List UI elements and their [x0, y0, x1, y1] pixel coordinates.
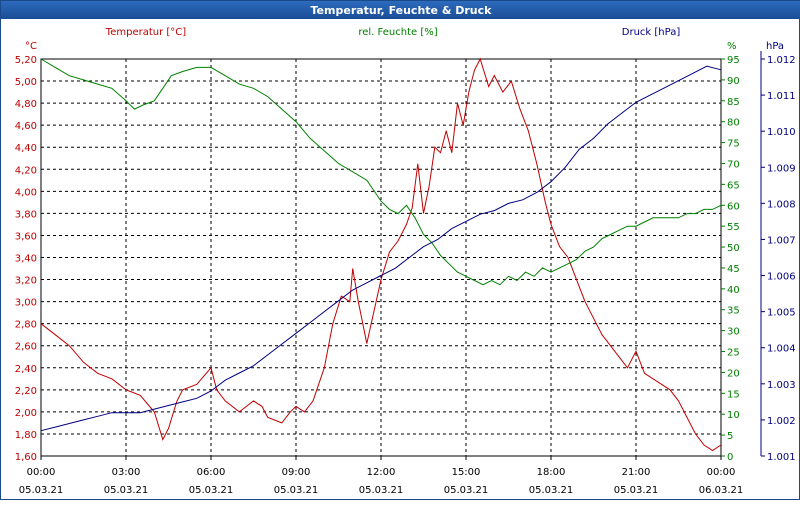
hum-tick-label: 80 — [727, 118, 740, 129]
title-bar — [1, 1, 800, 19]
x-tick-time: 00:00 — [27, 467, 56, 478]
temp-tick-label: 2,40 — [15, 364, 37, 375]
temp-tick-label: 5,20 — [15, 55, 37, 66]
temp-tick-label: 3,00 — [15, 298, 37, 309]
press-unit-label: hPa — [766, 41, 784, 52]
grid — [40, 58, 722, 457]
series-line-press — [40, 65, 722, 432]
press-tick-label: 1.002 — [767, 416, 796, 427]
temp-tick-label: 3,20 — [15, 276, 37, 287]
hum-tick-label: 30 — [727, 327, 740, 338]
x-tick-date: 05.03.21 — [104, 485, 149, 496]
x-tick-date: 05.03.21 — [19, 485, 64, 496]
x-tick-time: 06:00 — [197, 467, 226, 478]
hum-tick-label: 10 — [727, 410, 740, 421]
temp-tick-label: 1,60 — [15, 452, 37, 463]
temp-unit-label: °C — [25, 41, 37, 52]
temp-tick-label: 2,20 — [15, 386, 37, 397]
hum-tick-label: 35 — [727, 306, 740, 317]
x-tick-date: 05.03.21 — [529, 485, 574, 496]
temp-tick-label: 2,80 — [15, 320, 37, 331]
hum-tick-label: 40 — [727, 285, 740, 296]
hum-tick-label: 90 — [727, 76, 740, 87]
hum-tick-label: 70 — [727, 159, 740, 170]
hum-unit-label: % — [727, 41, 737, 52]
hum-tick-label: 95 — [727, 55, 740, 66]
temp-tick-label: 4,00 — [15, 187, 37, 198]
press-tick-label: 1.012 — [767, 55, 796, 66]
x-tick-date: 05.03.21 — [614, 485, 659, 496]
temp-tick-label: 5,00 — [15, 77, 37, 88]
series-name-hum: rel. Feuchte [%] — [358, 27, 437, 38]
series-name-press: Druck [hPa] — [622, 27, 681, 38]
hum-tick-label: 5 — [727, 431, 733, 442]
press-tick-label: 1.003 — [767, 380, 796, 391]
x-tick-date: 05.03.21 — [359, 485, 404, 496]
press-tick-label: 1.011 — [767, 91, 796, 102]
hum-tick-label: 60 — [727, 201, 740, 212]
chart-title: Temperatur, Feuchte & Druck — [311, 4, 493, 17]
axis-labels: 5,20 5,00 4,80 4,60 4,40 4,20 4,00 3,80 3,60 3,40… — [15, 27, 796, 496]
press-tick-label: 1.005 — [767, 308, 796, 319]
hum-tick-label: 65 — [727, 180, 740, 191]
axes — [40, 51, 765, 460]
hum-tick-label: 25 — [727, 348, 740, 359]
series-name-temp: Temperatur [°C] — [105, 27, 186, 38]
series-group — [40, 57, 722, 452]
x-tick-date: 05.03.21 — [189, 485, 234, 496]
press-tick-label: 1.007 — [767, 235, 796, 246]
x-tick-time: 09:00 — [282, 467, 311, 478]
series-line-temp — [40, 57, 722, 452]
x-tick-time: 03:00 — [112, 467, 141, 478]
temp-tick-label: 4,20 — [15, 165, 37, 176]
x-tick-time: 21:00 — [622, 467, 651, 478]
temp-tick-label: 2,00 — [15, 408, 37, 419]
hum-tick-label: 0 — [727, 452, 733, 463]
x-tick-date: 06.03.21 — [699, 485, 744, 496]
x-tick-date: 05.03.21 — [274, 485, 319, 496]
x-tick-time: 18:00 — [537, 467, 566, 478]
press-tick-label: 1.001 — [767, 452, 796, 463]
hum-tick-label: 15 — [727, 389, 740, 400]
x-tick-date: 05.03.21 — [444, 485, 489, 496]
temp-tick-label: 3,40 — [15, 254, 37, 265]
temp-tick-label: 3,60 — [15, 231, 37, 242]
x-tick-time: 00:00 — [707, 467, 736, 478]
x-tick-time: 12:00 — [367, 467, 396, 478]
x-tick-time: 15:00 — [452, 467, 481, 478]
hum-tick-label: 20 — [727, 368, 740, 379]
series-line-hum — [40, 58, 722, 286]
temp-tick-label: 4,40 — [15, 143, 37, 154]
temp-tick-label: 4,60 — [15, 121, 37, 132]
press-tick-label: 1.009 — [767, 163, 796, 174]
hum-tick-label: 50 — [727, 243, 740, 254]
temp-tick-label: 4,80 — [15, 99, 37, 110]
hum-tick-label: 45 — [727, 264, 740, 275]
temp-tick-label: 3,80 — [15, 209, 37, 220]
press-tick-label: 1.006 — [767, 272, 796, 283]
hum-tick-label: 75 — [727, 139, 740, 150]
hum-tick-label: 55 — [727, 222, 740, 233]
press-tick-label: 1.010 — [767, 127, 796, 138]
press-tick-label: 1.004 — [767, 344, 796, 355]
press-tick-label: 1.008 — [767, 199, 796, 210]
temp-tick-label: 1,80 — [15, 430, 37, 441]
temp-tick-label: 2,60 — [15, 342, 37, 353]
hum-tick-label: 85 — [727, 97, 740, 108]
